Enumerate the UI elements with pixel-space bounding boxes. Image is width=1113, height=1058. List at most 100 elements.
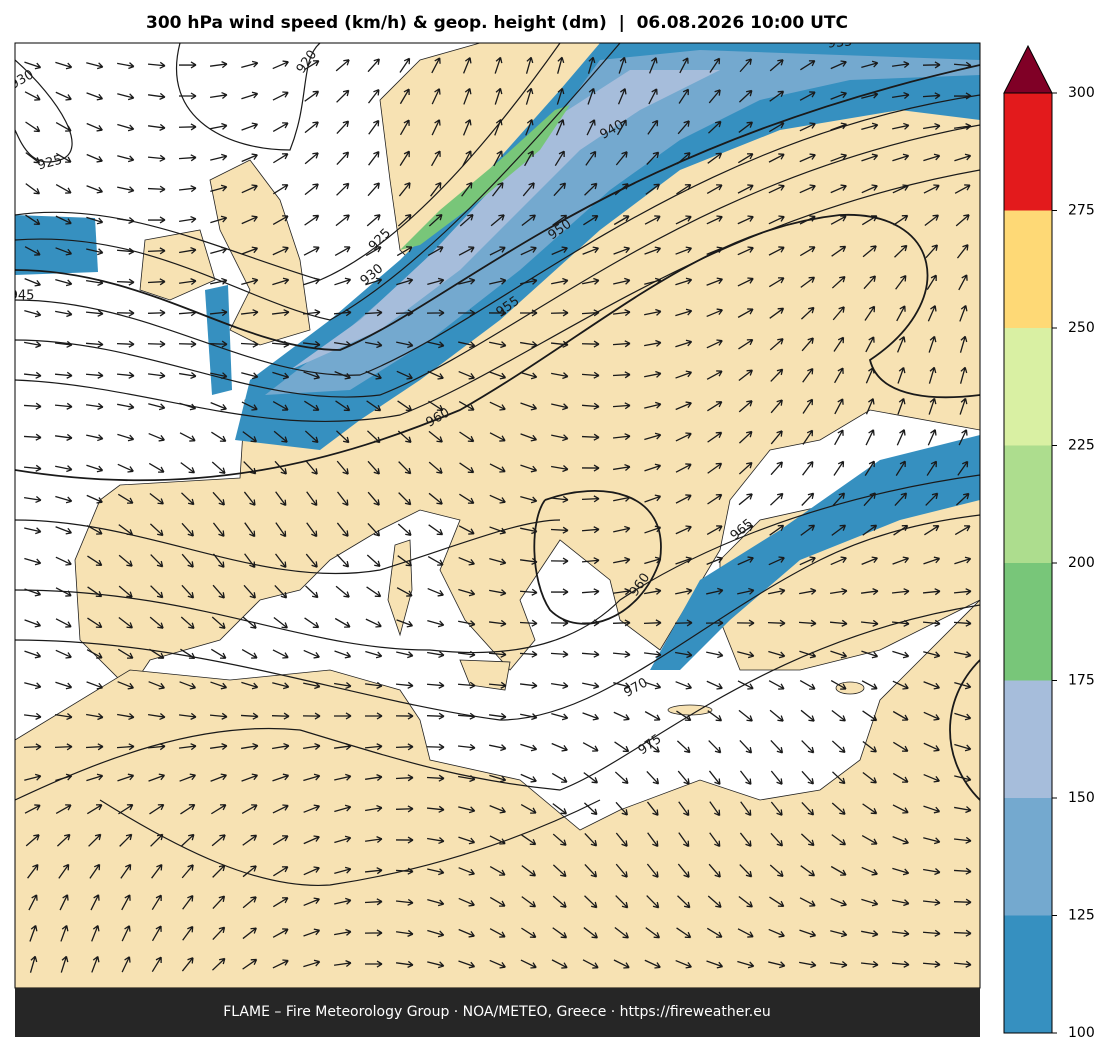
wind-arrow (428, 461, 443, 474)
wind-arrow (24, 682, 42, 690)
wind-arrow (242, 431, 258, 443)
wind-arrow (770, 461, 783, 476)
wind-arrow (240, 712, 259, 720)
wind-arrow (923, 711, 940, 721)
wind-arrow (587, 56, 596, 74)
wind-arrow (178, 743, 197, 751)
wind-arrow (525, 119, 534, 136)
wind-arrow (675, 587, 693, 595)
wind-arrow (494, 56, 503, 74)
wind-arrow (398, 182, 411, 197)
wind-arrow (587, 87, 596, 105)
wind-arrow (488, 309, 507, 317)
wind-arrow (334, 277, 352, 286)
wind-arrow (895, 274, 907, 290)
wind-arrow (865, 336, 875, 353)
wind-arrow (489, 774, 507, 783)
wind-arrow (737, 246, 754, 256)
wind-arrow (954, 184, 971, 194)
wind-arrow (644, 339, 662, 347)
wind-arrow (798, 619, 817, 627)
wind-arrow (799, 153, 816, 163)
wind-arrow (24, 557, 42, 566)
wind-arrow (645, 183, 661, 195)
wind-arrow (148, 681, 165, 690)
wind-arrow (707, 152, 723, 164)
wind-arrow (676, 927, 692, 939)
wind-arrow (364, 712, 383, 720)
wind-arrow (953, 836, 972, 844)
wind-arrow (956, 244, 969, 259)
colorbar-tick-label: 100 (1068, 1025, 1095, 1041)
wind-arrow (953, 867, 972, 875)
wind-arrow (365, 804, 383, 812)
wind-arrow (59, 894, 69, 911)
colorbar-segment (1004, 210, 1052, 328)
wind-arrow (768, 587, 786, 595)
wind-arrow (27, 864, 39, 879)
wind-arrow (958, 429, 968, 446)
wind-arrow (922, 960, 941, 968)
wind-arrow (800, 306, 815, 320)
wind-arrow (581, 340, 600, 348)
wind-arrow (86, 216, 104, 225)
wind-arrow (365, 650, 383, 659)
wind-arrow (581, 464, 600, 472)
wind-arrow (644, 308, 662, 316)
wind-arrow (240, 309, 259, 317)
wind-arrow (861, 866, 878, 876)
wind-arrow (148, 712, 166, 721)
wind-arrow (55, 713, 73, 721)
colorbar-tick-label: 175 (1068, 673, 1095, 689)
wind-arrow (149, 523, 164, 537)
wind-arrow (306, 522, 318, 538)
wind-arrow (430, 182, 442, 197)
wind-arrow (304, 90, 320, 102)
colorbar-segment (1004, 445, 1052, 563)
wind-arrow (210, 122, 228, 130)
wind-arrow (860, 619, 879, 627)
wind-arrow (494, 87, 503, 105)
wind-arrow (800, 833, 815, 847)
wind-arrow (489, 463, 506, 473)
wind-arrow (954, 525, 971, 536)
wind-arrow (550, 309, 569, 317)
land (835, 681, 865, 695)
wind-arrow (86, 92, 104, 101)
wind-arrow (738, 400, 753, 413)
wind-arrow (181, 864, 194, 879)
wind-arrow (522, 182, 535, 197)
wind-arrow (395, 898, 414, 906)
wind-arrow (861, 930, 879, 938)
wind-arrow (427, 929, 445, 938)
wind-arrow (24, 773, 42, 781)
wind-arrow (182, 894, 194, 910)
wind-arrow (521, 896, 537, 908)
wind-arrow (242, 958, 258, 970)
wind-arrow (923, 837, 941, 845)
wind-arrow (706, 308, 723, 318)
wind-arrow (647, 832, 659, 848)
wind-arrow (892, 556, 910, 565)
wind-arrow (861, 834, 878, 845)
wind-arrow (524, 150, 534, 167)
wind-arrow (737, 960, 755, 969)
wind-arrow (118, 585, 133, 598)
wind-arrow (147, 154, 166, 162)
wind-arrow (459, 462, 475, 474)
wind-arrow (675, 277, 693, 286)
wind-arrow (928, 366, 937, 384)
wind-arrow (552, 864, 567, 878)
wind-arrow (87, 617, 103, 629)
wind-arrow (178, 278, 197, 286)
wind-arrow (953, 619, 972, 627)
wind-arrow (706, 184, 723, 195)
wind-arrow (86, 494, 103, 504)
wind-arrow (55, 465, 73, 473)
wind-arrow (458, 836, 476, 845)
wind-arrow (273, 430, 288, 443)
wind-arrow (862, 740, 877, 753)
wind-arrow (459, 431, 475, 443)
wind-arrow (614, 771, 629, 785)
wind-arrow (147, 247, 166, 255)
